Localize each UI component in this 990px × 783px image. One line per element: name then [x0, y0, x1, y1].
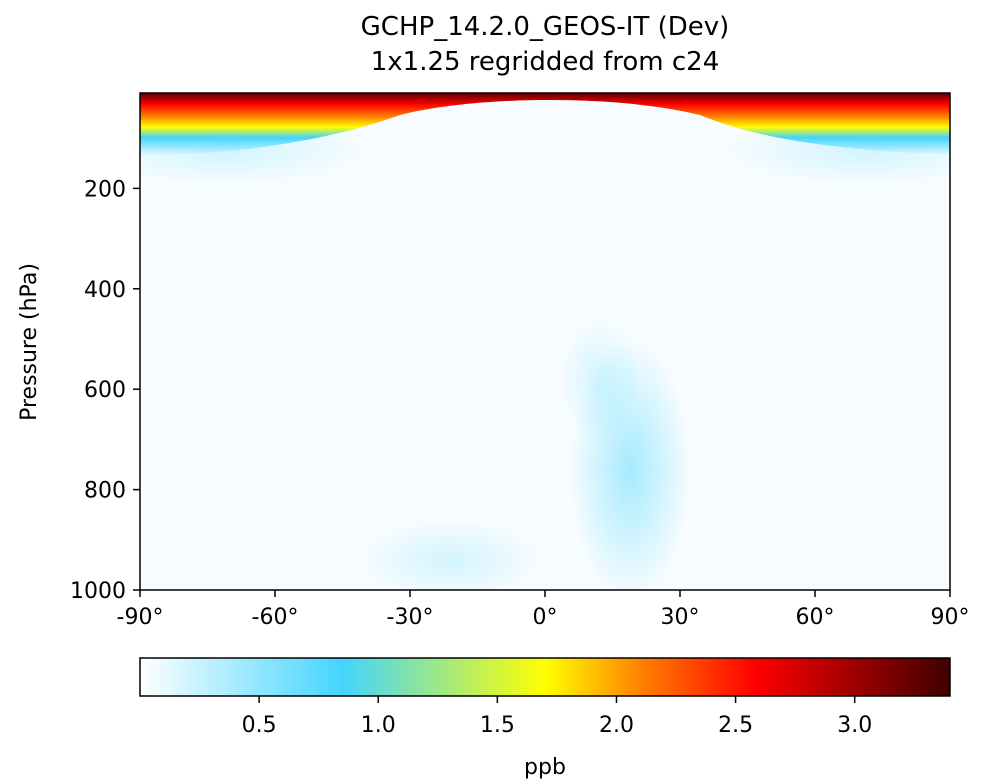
y-axis: 200 400 600 800 1000: [70, 177, 140, 604]
colorbar-label: ppb: [524, 755, 566, 780]
y-tick-label: 400: [84, 278, 126, 303]
x-axis: -90° -60° -30° 0° 30° 60° 90°: [117, 590, 970, 630]
x-tick-label: 90°: [931, 605, 970, 630]
stratosphere-band: [140, 93, 950, 155]
colorbar-tick-label: 3.0: [837, 713, 872, 738]
colorbar-tick-label: 2.0: [599, 713, 634, 738]
x-tick-label: -60°: [252, 605, 299, 630]
chart-subtitle: 1x1.25 regridded from c24: [370, 47, 720, 77]
colorbar: [139, 657, 951, 697]
x-tick-label: 60°: [796, 605, 835, 630]
colorbar-tick-label: 1.0: [361, 713, 396, 738]
y-tick-label: 800: [84, 479, 126, 504]
y-tick-label: 200: [84, 177, 126, 202]
y-tick-label: 1000: [70, 579, 126, 604]
colorbar-tick-label: 1.5: [480, 713, 515, 738]
x-tick-label: -30°: [387, 605, 434, 630]
colorbar-tick-label: 0.5: [242, 713, 277, 738]
y-tick-label: 600: [84, 378, 126, 403]
colorbar-axis: 0.5 1.0 1.5 2.0 2.5 3.0: [242, 696, 872, 738]
x-tick-label: -90°: [117, 605, 164, 630]
x-tick-label: 0°: [533, 605, 558, 630]
colorbar-tick-label: 2.5: [718, 713, 753, 738]
x-tick-label: 30°: [661, 605, 700, 630]
heatmap-field: [140, 93, 950, 590]
chart-title: GCHP_14.2.0_GEOS-IT (Dev): [360, 12, 730, 42]
y-axis-label: Pressure (hPa): [17, 263, 42, 421]
